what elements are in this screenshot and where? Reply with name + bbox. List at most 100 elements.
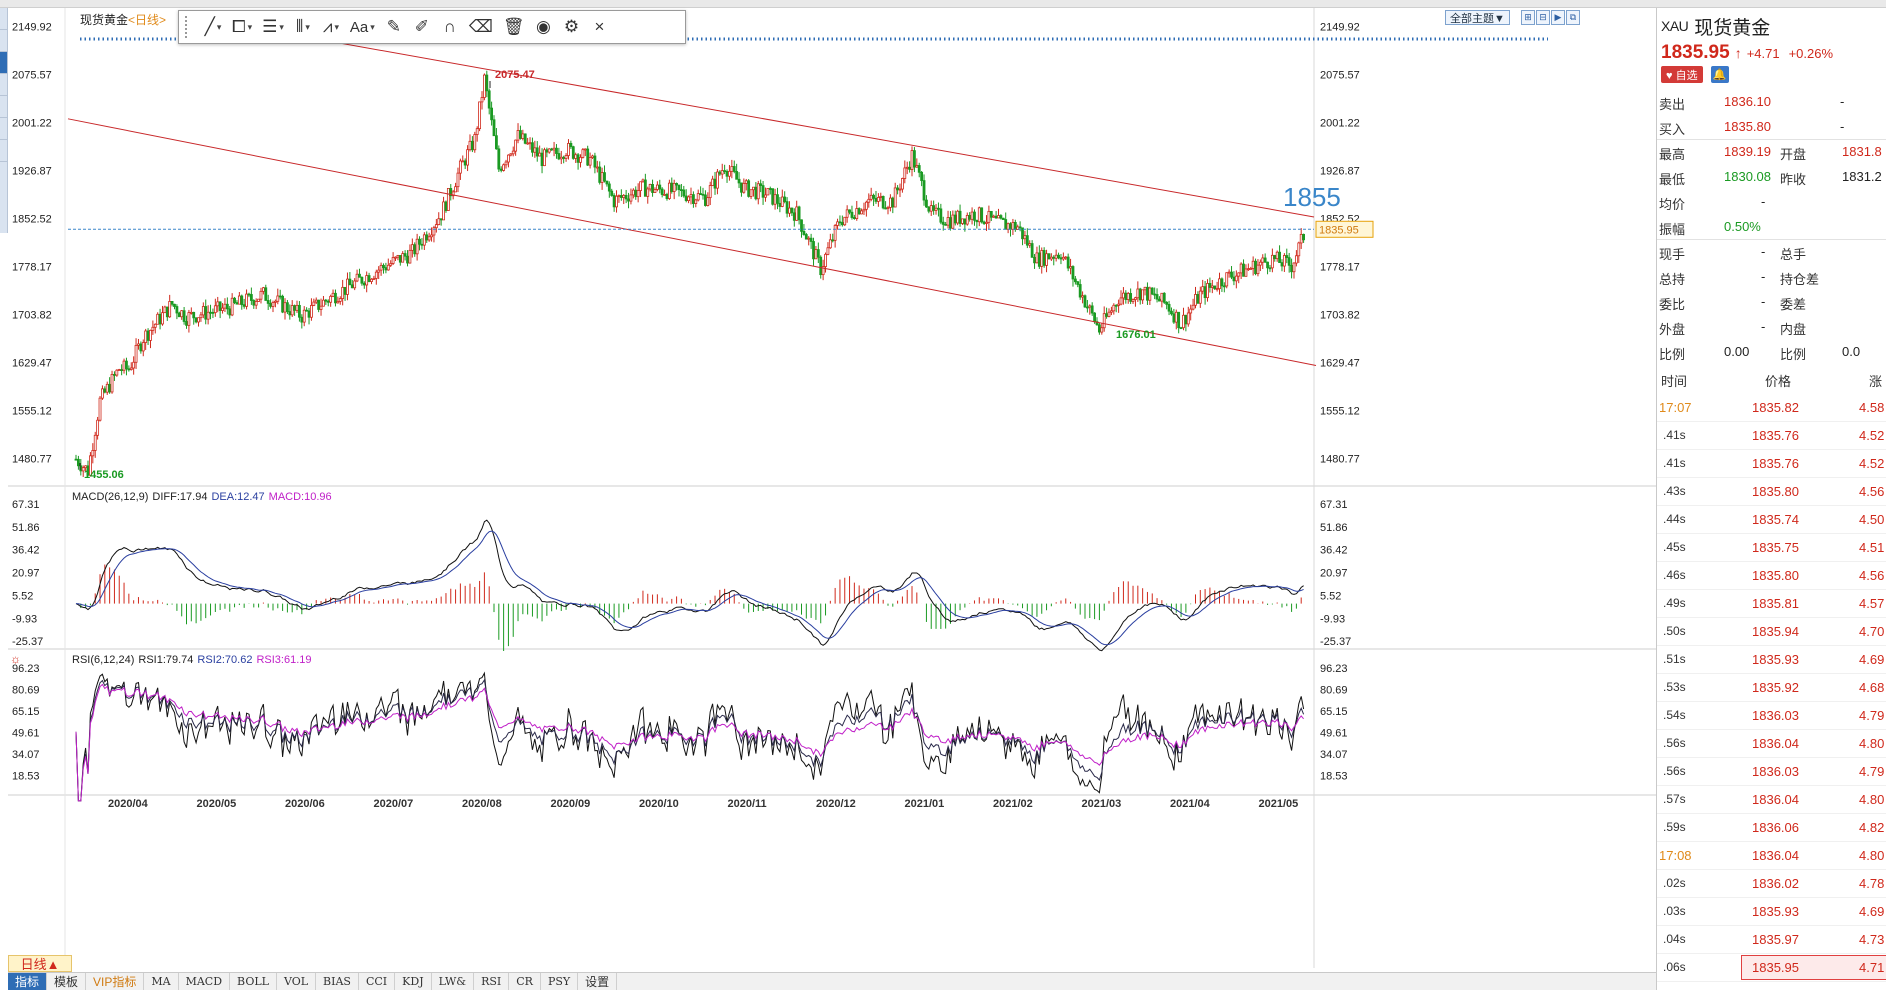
- macd-legend-item: DIFF:17.94: [152, 491, 207, 503]
- tick-row[interactable]: .41s 1835.76 4.52: [1657, 450, 1886, 478]
- theme-select[interactable]: 全部主题▼: [1445, 10, 1510, 25]
- candle-body: [949, 217, 952, 229]
- drag-handle[interactable]: [185, 16, 191, 38]
- indicator-tab[interactable]: RSI: [474, 973, 510, 990]
- candle-body: [374, 271, 378, 279]
- left-tab[interactable]: [0, 96, 7, 118]
- tick-row[interactable]: .04s 1835.97 4.73: [1657, 926, 1886, 954]
- period-tab[interactable]: 日线▲: [8, 955, 72, 972]
- text-tool-button[interactable]: Aa ▾: [349, 18, 375, 36]
- tick-row[interactable]: .57s 1836.04 4.80: [1657, 786, 1886, 814]
- fib-tool-button[interactable]: ☰ ▾: [262, 17, 284, 36]
- tick-row[interactable]: .49s 1835.81 4.57: [1657, 590, 1886, 618]
- tick-row[interactable]: .50s 1835.94 4.70: [1657, 618, 1886, 646]
- indicator-tab[interactable]: 模板: [47, 973, 87, 990]
- indicator-tab[interactable]: 指标: [8, 973, 48, 990]
- magnet-button[interactable]: ∩: [438, 14, 462, 40]
- alert-bell-icon[interactable]: 🔔: [1710, 66, 1729, 83]
- add-favorite-button[interactable]: ♥ 自选: [1661, 66, 1703, 83]
- grid-icon[interactable]: ⊟: [1536, 10, 1550, 25]
- layout-icon[interactable]: ⊞: [1521, 10, 1535, 25]
- tick-row[interactable]: .06s 1835.95 4.71: [1657, 954, 1886, 982]
- channel-tool-button[interactable]: ⦀ ▾: [295, 17, 310, 36]
- tick-row[interactable]: .56s 1836.03 4.79: [1657, 758, 1886, 786]
- price-axis-label-left: 1926.87: [12, 166, 52, 178]
- indicator-tab[interactable]: BOLL: [230, 973, 277, 990]
- shape-tool-button[interactable]: ⧠ ▾: [232, 17, 253, 36]
- indicator-tab[interactable]: 设置: [578, 973, 618, 990]
- visibility-button[interactable]: ◉: [531, 14, 555, 40]
- delete-button[interactable]: 🗑: [500, 14, 528, 40]
- candle-body: [764, 194, 767, 198]
- candle-body: [355, 273, 359, 282]
- tick-row[interactable]: .46s 1835.80 4.56: [1657, 562, 1886, 590]
- candle-body: [785, 201, 789, 214]
- maximize-icon[interactable]: ⧉: [1566, 10, 1580, 25]
- tick-row[interactable]: .03s 1835.93 4.69: [1657, 898, 1886, 926]
- drawing-toolbar[interactable]: ╱ ▾ ⧠ ▾ ☰ ▾ ⦀ ▾ ⩘ ▾ Aa ▾ ✎ ✐ ∩ ⌫ 🗑 ◉ ⚙ ×: [178, 10, 686, 44]
- price-axis-label-left: 2001.22: [12, 118, 52, 130]
- left-tab[interactable]: [0, 30, 7, 52]
- indicator-tab[interactable]: LW&: [432, 973, 475, 990]
- tick-row[interactable]: .53s 1835.92 4.68: [1657, 674, 1886, 702]
- play-icon[interactable]: ▶: [1551, 10, 1565, 25]
- indicator-tab[interactable]: PSY: [541, 973, 579, 990]
- candle-body: [778, 202, 782, 207]
- indicator-tab[interactable]: VIP指标: [86, 973, 145, 990]
- tick-price: 1835.76: [1752, 428, 1799, 443]
- left-side-tabs[interactable]: [0, 8, 8, 233]
- chart-area[interactable]: 2149.92 2149.92 2075.57 2075.57 2001.22 2001.…: [8, 8, 1656, 980]
- candle-body: [730, 166, 734, 172]
- quote-value: 0.50%: [1724, 219, 1761, 234]
- tick-row[interactable]: .41s 1835.76 4.52: [1657, 422, 1886, 450]
- indicator-tab[interactable]: VOL: [277, 973, 317, 990]
- x-axis-label: 2020/08: [462, 798, 502, 810]
- tick-row[interactable]: 17:07 1835.82 4.58: [1657, 394, 1886, 422]
- tick-row[interactable]: .43s 1835.80 4.56: [1657, 478, 1886, 506]
- tick-row[interactable]: 17:08 1836.04 4.80: [1657, 842, 1886, 870]
- current-price-tag: 1835.95: [1319, 224, 1359, 236]
- candle-body: [1177, 311, 1181, 329]
- left-tab[interactable]: [0, 8, 7, 30]
- candle-body: [1028, 243, 1032, 246]
- indicator-tab[interactable]: BIAS: [316, 973, 359, 990]
- candle-body: [543, 149, 546, 167]
- left-tab[interactable]: [0, 74, 7, 96]
- candle-body: [531, 142, 534, 153]
- tick-row[interactable]: .44s 1835.74 4.50: [1657, 506, 1886, 534]
- pen-button[interactable]: ✎: [382, 14, 406, 40]
- indicator-tab[interactable]: MA: [144, 973, 179, 990]
- indicator-tab[interactable]: MACD: [179, 973, 231, 990]
- tick-time: .53s: [1663, 680, 1686, 694]
- candle-body: [780, 196, 784, 207]
- line-tool-button[interactable]: ╱ ▾: [204, 17, 222, 36]
- quote-value: 1839.19: [1724, 144, 1771, 159]
- tick-row[interactable]: .02s 1836.02 4.78: [1657, 870, 1886, 898]
- left-tab[interactable]: [0, 118, 7, 140]
- tick-row[interactable]: .54s 1836.03 4.79: [1657, 702, 1886, 730]
- candle-body: [134, 344, 138, 363]
- tick-row[interactable]: .45s 1835.75 4.51: [1657, 534, 1886, 562]
- tick-row[interactable]: .51s 1835.93 4.69: [1657, 646, 1886, 674]
- indicator-tab[interactable]: CCI: [359, 973, 396, 990]
- chart-canvas[interactable]: 2149.92 2149.92 2075.57 2075.57 2001.22 2001.…: [8, 8, 1656, 972]
- eraser-button[interactable]: ⌫: [466, 14, 496, 40]
- candle-body: [663, 194, 666, 196]
- candle-body: [910, 150, 914, 170]
- candle-body: [211, 311, 215, 314]
- left-tab[interactable]: [0, 140, 7, 162]
- rsi-legend-item: RSI(6,12,24): [72, 654, 134, 666]
- pattern-tool-button[interactable]: ⩘ ▾: [322, 17, 339, 36]
- tick-row[interactable]: .56s 1836.04 4.80: [1657, 730, 1886, 758]
- tick-price: 1835.93: [1752, 652, 1799, 667]
- candle-body: [737, 178, 741, 184]
- tick-row[interactable]: .59s 1836.06 4.82: [1657, 814, 1886, 842]
- close-toolbar-button[interactable]: ×: [587, 14, 611, 40]
- left-tab-active[interactable]: [0, 52, 7, 74]
- brush-button[interactable]: ✐: [410, 14, 434, 40]
- indicator-tab[interactable]: CR: [509, 973, 541, 990]
- settings-button[interactable]: ⚙: [559, 14, 583, 40]
- candle-body: [461, 160, 465, 163]
- macd-legend-item: DEA:12.47: [211, 491, 264, 503]
- indicator-tab[interactable]: KDJ: [395, 973, 432, 990]
